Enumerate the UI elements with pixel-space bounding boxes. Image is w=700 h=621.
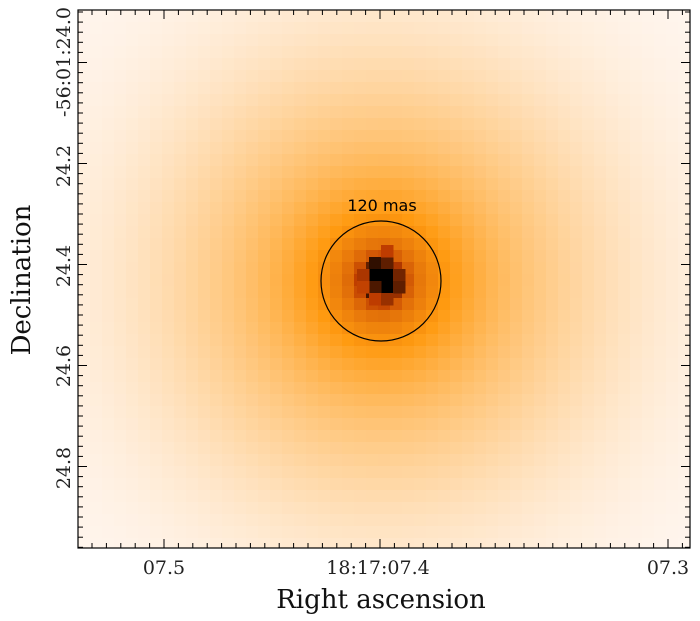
x-tick-label-0: 07.5 (143, 557, 185, 579)
aperture-circle (320, 220, 442, 342)
x-tick-label-2: 07.3 (647, 557, 689, 579)
y-tick-label-4: 24.8 (53, 447, 75, 489)
x-tick-label-1: 18:17:07.4 (326, 557, 429, 579)
y-axis-title: Declination (7, 204, 37, 355)
plot-frame (77, 9, 691, 549)
aperture-annotation: 120 mas (347, 196, 416, 215)
y-tick-label-2: 24.4 (53, 245, 75, 287)
x-axis-title: Right ascension (276, 585, 486, 615)
intensity-image (78, 10, 690, 548)
y-tick-label-3: 24.6 (53, 345, 75, 387)
y-tick-label-0: -56:01:24.0 (53, 7, 75, 117)
tick-marks (78, 10, 690, 548)
y-tick-label-1: 24.2 (53, 145, 75, 187)
